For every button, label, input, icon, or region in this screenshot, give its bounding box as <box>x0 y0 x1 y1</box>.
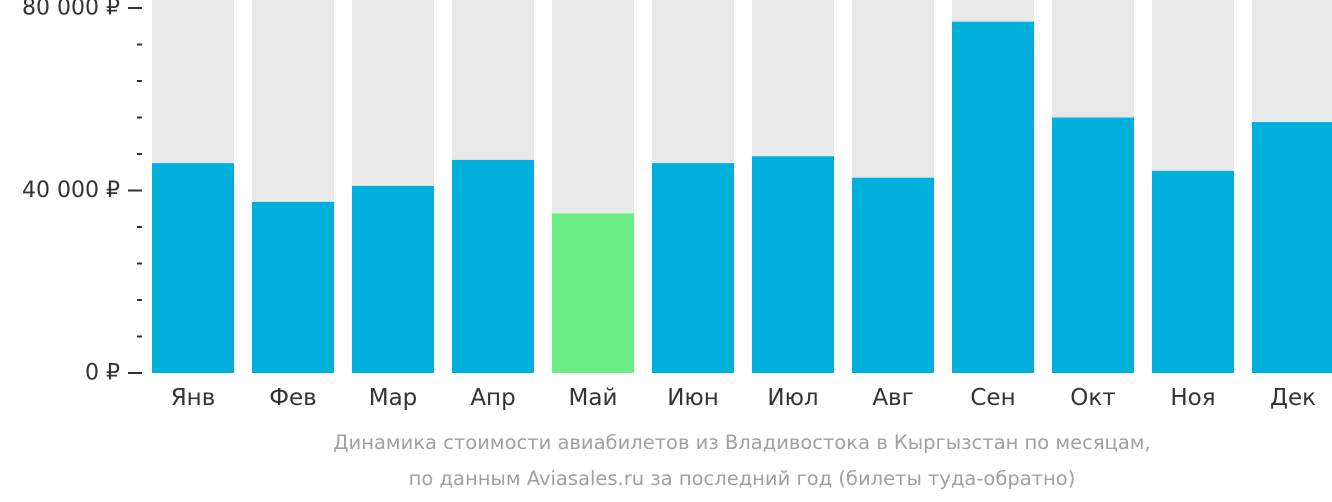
x-tick-label: Фев <box>269 385 317 411</box>
bar <box>552 213 634 373</box>
x-tick-label: Сен <box>970 385 1015 411</box>
bar <box>152 163 234 373</box>
y-tick-label: 0 ₽ <box>85 361 120 386</box>
bar <box>352 185 434 373</box>
bar <box>952 21 1034 373</box>
x-tick-label: Июн <box>667 385 719 411</box>
x-tick-label: Авг <box>872 385 913 411</box>
x-tick-label: Янв <box>171 385 216 411</box>
x-tick-label: Апр <box>470 385 515 411</box>
y-tick-label: 40 000 ₽ <box>22 178 120 203</box>
x-tick-label: Июл <box>767 385 818 411</box>
x-tick-label: Окт <box>1070 385 1115 411</box>
bar <box>1252 122 1332 373</box>
caption-line-1: Динамика стоимости авиабилетов из Владив… <box>333 431 1151 454</box>
x-tick-label: Мар <box>369 385 418 411</box>
y-tick-label: 80 000 ₽ <box>22 0 120 21</box>
bar <box>1052 117 1134 373</box>
bar <box>652 163 734 373</box>
bar <box>752 156 834 373</box>
price-chart: 0 ₽ 40 000 ₽ 80 000 ₽ Янв Фев Мар Апр Май Июн Июл… <box>22 0 1332 411</box>
bar <box>252 201 334 373</box>
x-tick-label: Дек <box>1270 385 1316 411</box>
caption-line-2: по данным Aviasales.ru за последний год … <box>408 467 1076 490</box>
bar <box>852 177 934 373</box>
bar <box>452 159 534 373</box>
x-tick-label: Ноя <box>1170 385 1215 411</box>
bar <box>1152 170 1234 373</box>
x-tick-label: Май <box>569 385 618 411</box>
